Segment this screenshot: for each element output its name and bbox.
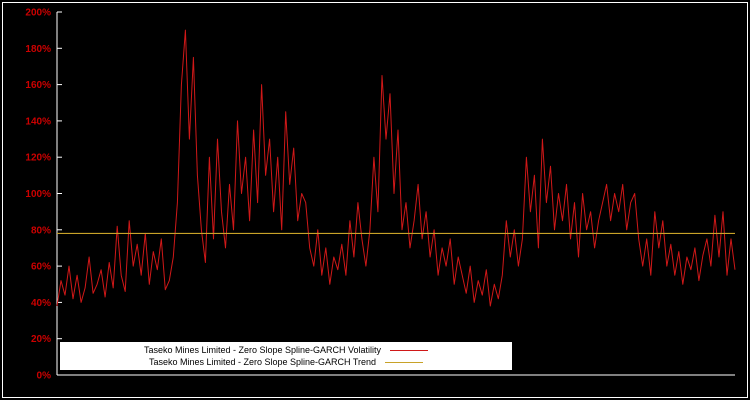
legend-swatch-trend-line (385, 361, 424, 363)
legend-row-volatility: Taseko Mines Limited - Zero Slope Spline… (64, 344, 508, 356)
y-tick-label: 0% (37, 371, 52, 382)
y-tick-label: 120% (25, 153, 51, 164)
y-tick-label: 60% (31, 262, 51, 273)
y-tick-label: 180% (25, 44, 51, 55)
y-tick-label: 160% (25, 80, 51, 91)
y-tick-label: 40% (31, 298, 51, 309)
legend-swatch-volatility-line (390, 349, 429, 351)
y-tick-label: 80% (31, 225, 51, 236)
y-tick-label: 20% (31, 334, 51, 345)
volatility-line (56, 29, 736, 307)
legend-label-trend: Taseko Mines Limited - Zero Slope Spline… (148, 357, 377, 367)
legend-label-volatility: Taseko Mines Limited - Zero Slope Spline… (143, 345, 382, 355)
legend-row-trend: Taseko Mines Limited - Zero Slope Spline… (64, 356, 508, 368)
legend: Taseko Mines Limited - Zero Slope Spline… (60, 342, 512, 370)
y-tick-label: 100% (25, 189, 51, 200)
y-tick-label: 140% (25, 116, 51, 127)
y-tick-label: 200% (25, 8, 51, 19)
